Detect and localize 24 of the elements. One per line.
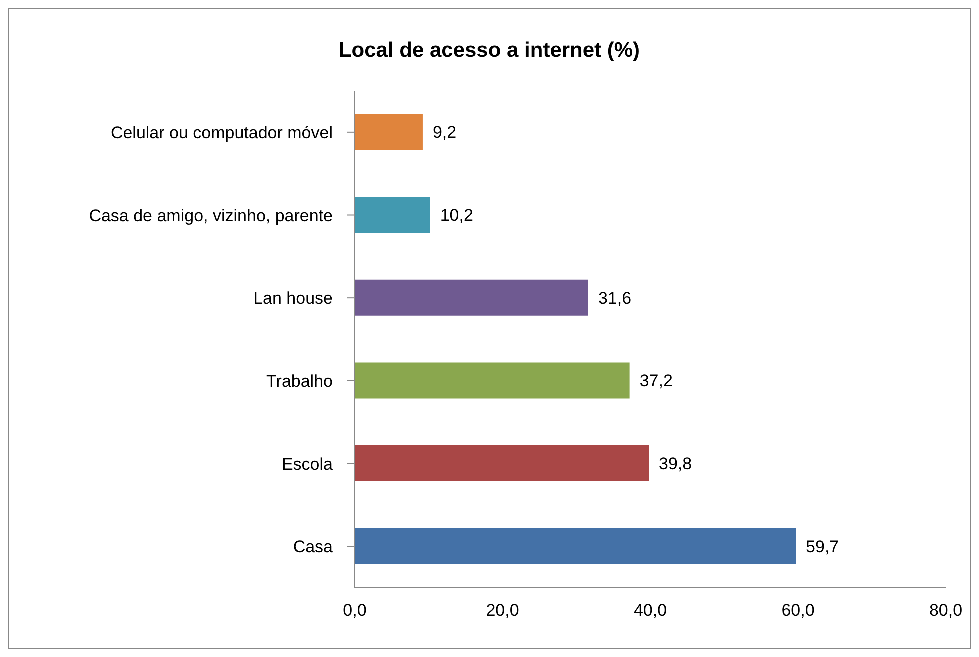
data-label: 9,2 (432, 123, 457, 142)
x-tick-label: 80,0 (929, 601, 963, 620)
y-tick-label: Casa de amigo, vizinho, parente (89, 206, 333, 226)
x-tick-label: 20,0 (486, 601, 520, 620)
y-tick-label: Celular ou computador móvel (110, 123, 333, 142)
y-tick-label: Lan house (254, 289, 333, 308)
data-label: 10,2 (440, 206, 474, 225)
bar (355, 446, 650, 482)
bar (355, 114, 423, 150)
bar (355, 528, 796, 564)
chart-title: Local de acesso a internet (%) (338, 39, 642, 63)
y-tick-label: Escola (282, 454, 334, 474)
bar (355, 197, 430, 234)
bar (355, 362, 630, 399)
x-tick-label: 40,0 (634, 601, 668, 620)
data-label: 59,7 (806, 537, 840, 556)
data-label: 31,6 (598, 288, 632, 308)
data-label: 39,8 (659, 454, 692, 474)
y-tick-label: Casa (293, 538, 334, 557)
bar (355, 280, 588, 316)
y-tick-label: Trabalho (266, 372, 333, 391)
data-label: 37,2 (640, 372, 673, 391)
x-tick-label: 60,0 (782, 601, 815, 620)
x-tick-label: 0,0 (343, 601, 367, 620)
